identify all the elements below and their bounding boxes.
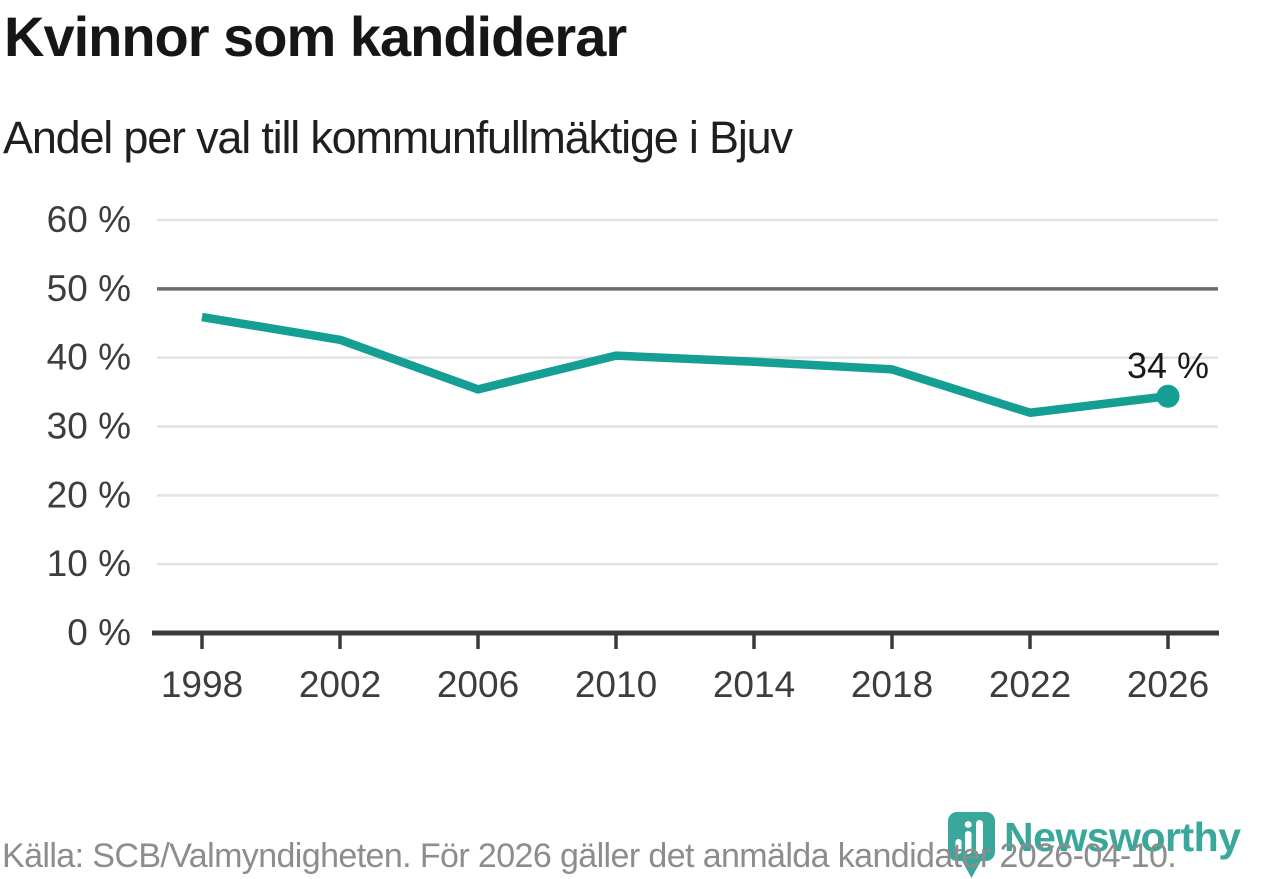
y-tick-label: 50 % — [47, 268, 131, 309]
x-tick-label: 2006 — [437, 664, 519, 705]
source-note: Källa: SCB/Valmyndigheten. För 2026 gäll… — [2, 837, 1177, 875]
y-tick-label: 0 % — [67, 612, 131, 653]
end-point-dot — [1156, 384, 1180, 408]
y-tick-label: 10 % — [47, 543, 131, 584]
x-tick-label: 2026 — [1127, 664, 1209, 705]
x-tick-label: 1998 — [161, 664, 243, 705]
x-tick-label: 2010 — [575, 664, 657, 705]
x-tick-label: 2002 — [299, 664, 381, 705]
x-tick-label: 2014 — [713, 664, 795, 705]
chart-subtitle: Andel per val till kommunfullmäktige i B… — [3, 112, 793, 163]
y-tick-label: 30 % — [47, 406, 131, 447]
y-tick-label: 60 % — [47, 199, 131, 240]
y-tick-label: 20 % — [47, 474, 131, 515]
chart-title: Kvinnor som kandiderar — [4, 5, 627, 68]
end-point-label: 34 % — [1127, 345, 1209, 386]
x-tick-label: 2022 — [989, 664, 1071, 705]
x-tick-label: 2018 — [851, 664, 933, 705]
data-line — [201, 312, 1169, 417]
y-tick-label: 40 % — [47, 337, 131, 378]
